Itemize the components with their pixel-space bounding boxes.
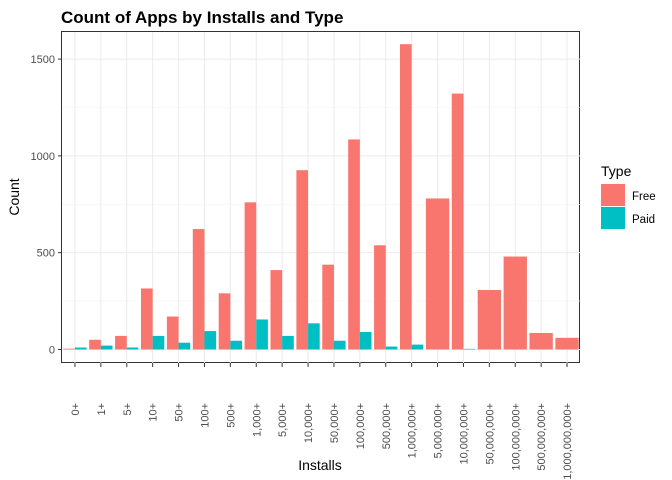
- legend-label-paid: Paid: [632, 214, 655, 226]
- y-tick-label: 500: [37, 248, 55, 260]
- y-tick-label: 1000: [31, 151, 55, 163]
- bar-paid: [152, 335, 165, 350]
- x-axis: 0+ 1+ 5+ 10+ 50+ 100+ 500+ 1,000+ 5,000+ 10,000+ 5…: [70, 363, 574, 480]
- legend-key-free: [601, 184, 625, 206]
- y-tick-label: 0: [49, 344, 55, 356]
- chart-title: Count of Apps by Installs and Type: [61, 8, 343, 27]
- bar-free: [115, 335, 127, 350]
- bar-free: [451, 93, 464, 350]
- x-tick-label: 500+: [225, 403, 237, 428]
- bar-paid: [204, 331, 217, 350]
- bar-free: [555, 337, 579, 350]
- x-tick-label: 500,000+: [381, 403, 393, 449]
- x-tick-label: 10,000+: [303, 403, 315, 443]
- bar-free: [529, 332, 553, 350]
- bar-free: [374, 245, 386, 350]
- x-tick-label: 5+: [122, 403, 134, 416]
- x-tick-label: 50,000+: [329, 403, 341, 443]
- bar-free: [218, 293, 231, 350]
- bar-paid: [282, 335, 294, 350]
- bar-free: [244, 202, 257, 350]
- bar-paid: [256, 319, 268, 350]
- y-axis: 0 500 1000 1500: [31, 54, 62, 356]
- bars: [63, 44, 579, 350]
- bar-free: [503, 256, 527, 350]
- bar-free: [270, 270, 283, 350]
- x-axis-title: Installs: [298, 457, 342, 473]
- bar-paid: [100, 345, 113, 350]
- x-tick-label: 500,000,000+: [536, 403, 548, 471]
- legend-label-free: Free: [632, 191, 656, 203]
- x-tick-label: 1,000,000,000+: [562, 403, 574, 480]
- x-tick-label: 1,000,000+: [407, 403, 419, 458]
- x-tick-label: 50,000,000+: [484, 403, 496, 464]
- bar-paid: [74, 347, 87, 350]
- plot-panel: [61, 31, 580, 363]
- bar-paid: [359, 332, 372, 350]
- bar-paid: [385, 346, 398, 350]
- x-tick-label: 1+: [96, 403, 108, 416]
- x-tick-label: 100+: [199, 403, 211, 428]
- x-tick-label: 5,000+: [277, 403, 289, 437]
- bar-paid: [463, 348, 476, 350]
- bar-free: [192, 229, 205, 350]
- bar-free: [63, 348, 75, 350]
- bar-paid: [126, 347, 139, 350]
- bar-free: [296, 170, 309, 350]
- legend-key-paid: [601, 207, 625, 229]
- bar-paid: [230, 340, 243, 350]
- x-tick-label: 1,000+: [251, 403, 263, 437]
- y-axis-title: Count: [6, 178, 22, 215]
- bar-free: [89, 339, 101, 350]
- legend: Type Free Paid: [601, 163, 656, 229]
- x-tick-label: 100,000+: [355, 403, 367, 449]
- legend-title: Type: [601, 163, 632, 179]
- x-tick-label: 5,000,000+: [433, 403, 445, 458]
- bar-paid: [308, 323, 320, 350]
- bar-paid: [178, 342, 191, 350]
- bar-free: [477, 290, 502, 350]
- bar-free: [322, 264, 334, 350]
- x-tick-label: 10+: [148, 403, 160, 422]
- x-tick-label: 0+: [70, 403, 82, 416]
- x-tick-label: 10,000,000+: [458, 403, 470, 464]
- bar-free: [140, 288, 153, 350]
- x-tick-label: 50+: [174, 403, 186, 422]
- x-tick-label: 100,000,000+: [510, 403, 522, 471]
- bar-paid: [333, 340, 346, 350]
- y-tick-label: 1500: [31, 54, 55, 66]
- bar-free: [399, 44, 412, 350]
- bar-paid: [411, 344, 424, 350]
- bar-free: [166, 316, 179, 350]
- bar-free: [348, 139, 360, 350]
- bar-free: [425, 198, 450, 350]
